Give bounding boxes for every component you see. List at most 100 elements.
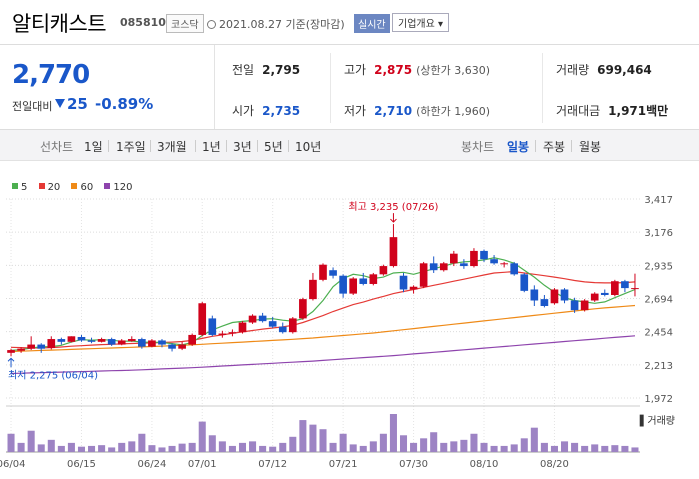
realtime-button[interactable]: 실시간 bbox=[354, 14, 390, 33]
candle-body bbox=[429, 263, 438, 271]
volume-label: ▌거래량 bbox=[639, 414, 675, 427]
high-label: 고가 bbox=[344, 63, 367, 77]
legend-ma120: 120 bbox=[104, 182, 133, 193]
open-value: 2,735 bbox=[262, 104, 301, 118]
volume-bar bbox=[410, 442, 418, 452]
amount-unit: 백만 bbox=[646, 104, 669, 118]
candle-body bbox=[359, 278, 368, 284]
clock-icon bbox=[207, 20, 216, 29]
candle-body bbox=[47, 339, 56, 349]
candle-body bbox=[117, 340, 126, 345]
volume-bar bbox=[7, 433, 15, 452]
volume-bar bbox=[88, 445, 96, 452]
candle-body bbox=[339, 275, 347, 294]
legend-ma20: 20 bbox=[38, 182, 60, 193]
y-tick-label: 1,972 bbox=[644, 394, 673, 405]
volume-bar bbox=[198, 421, 206, 452]
volume-bar bbox=[621, 445, 629, 452]
volume-bar bbox=[178, 443, 186, 452]
tab-1y[interactable]: 1년 bbox=[202, 140, 221, 154]
tab-10y[interactable]: 10년 bbox=[295, 140, 322, 154]
candle-body bbox=[510, 263, 519, 275]
volume-bar bbox=[259, 445, 267, 452]
volume-bar bbox=[349, 444, 357, 452]
tab-divider bbox=[535, 140, 536, 152]
volume-bar bbox=[158, 447, 166, 452]
tab-divider bbox=[288, 140, 289, 152]
ma120-line bbox=[10, 335, 636, 375]
max-arrow-icon bbox=[390, 213, 397, 223]
candle-body bbox=[198, 303, 207, 335]
candle-body bbox=[611, 281, 619, 295]
candle-body bbox=[470, 250, 478, 267]
volume: 거래량 699,464 bbox=[556, 61, 652, 78]
candle-body bbox=[27, 344, 35, 349]
line-chart-label: 선차트 bbox=[40, 140, 74, 154]
candlestick-chart[interactable]: 3,417 3,176 2,935 2,694 2,454 2,213 1,972 06/04… bbox=[0, 190, 699, 479]
candle-body bbox=[460, 263, 468, 267]
down-arrow-icon bbox=[55, 99, 65, 108]
candle-body bbox=[248, 315, 257, 323]
volume-bar bbox=[108, 447, 116, 452]
candle-body bbox=[278, 326, 287, 333]
volume-bar bbox=[460, 439, 468, 452]
volume-bar bbox=[510, 444, 518, 452]
x-tick-label: 08/20 bbox=[540, 459, 569, 470]
open-label: 시가 bbox=[232, 104, 255, 118]
volume-bar bbox=[299, 420, 307, 452]
volume-bar bbox=[540, 442, 548, 452]
tab-1w[interactable]: 1주일 bbox=[116, 140, 146, 154]
y-tick-label: 2,213 bbox=[644, 361, 673, 372]
tab-1d[interactable]: 1일 bbox=[84, 140, 103, 154]
volume-bar bbox=[369, 441, 377, 452]
lower-limit: (하한가 1,960) bbox=[416, 105, 490, 118]
candle-body bbox=[409, 286, 418, 290]
tab-divider bbox=[195, 140, 196, 152]
x-tick-label: 07/12 bbox=[258, 459, 287, 470]
stock-header: 알티캐스트 085810 코스닥 2021.08.27 기준(장마감) 실시간 … bbox=[0, 0, 699, 44]
tab-3y[interactable]: 3년 bbox=[233, 140, 252, 154]
tab-5y[interactable]: 5년 bbox=[264, 140, 283, 154]
volume-bar bbox=[611, 445, 619, 452]
candle-body bbox=[238, 322, 247, 333]
min-price-label: 최저 2,275 (06/04) bbox=[8, 369, 98, 381]
tab-monthly[interactable]: 월봉 bbox=[579, 140, 602, 154]
date-label: 2021.08.27 기준(장마감) bbox=[219, 18, 345, 31]
candle-body bbox=[550, 289, 559, 304]
candle-body bbox=[450, 253, 458, 264]
candle-body bbox=[580, 300, 589, 311]
upper-limit: (상한가 3,630) bbox=[416, 64, 490, 77]
x-tick-label: 07/01 bbox=[188, 459, 217, 470]
candle-body bbox=[399, 275, 408, 290]
x-tick-label: 06/04 bbox=[0, 459, 25, 470]
candle-body bbox=[500, 263, 508, 265]
candle-body bbox=[87, 340, 96, 342]
candle-body bbox=[107, 339, 116, 345]
y-tick-label: 2,694 bbox=[644, 295, 673, 306]
price-summary: 2,770 전일대비 25 -0.89% 전일 2,795 고가 2,875 (상한가… bbox=[0, 44, 699, 130]
company-info-dropdown[interactable]: 기업개요 ▾ bbox=[392, 13, 449, 32]
volume-bar bbox=[561, 441, 569, 452]
candle-body bbox=[389, 237, 398, 267]
volume-bar bbox=[319, 429, 327, 452]
volume-bar bbox=[490, 445, 498, 452]
volume-bar bbox=[188, 442, 196, 452]
volume-bar bbox=[77, 446, 85, 452]
tab-daily[interactable]: 일봉 bbox=[507, 140, 530, 154]
candle-body bbox=[530, 289, 539, 301]
x-tick-label: 06/15 bbox=[67, 459, 96, 470]
volume-bar bbox=[530, 427, 538, 452]
open-price: 시가 2,735 bbox=[232, 102, 300, 119]
tab-divider bbox=[571, 140, 572, 152]
stock-name: 알티캐스트 bbox=[12, 12, 107, 36]
tab-weekly[interactable]: 주봉 bbox=[543, 140, 566, 154]
volume-value: 699,464 bbox=[597, 63, 652, 77]
candle-body bbox=[168, 344, 176, 349]
tab-3m[interactable]: 3개월 bbox=[157, 140, 187, 154]
y-tick-label: 3,176 bbox=[644, 228, 673, 239]
y-tick-label: 2,454 bbox=[644, 328, 673, 339]
change-label: 전일대비 bbox=[12, 100, 53, 113]
candle-body bbox=[540, 299, 549, 307]
volume-bar bbox=[329, 442, 337, 452]
volume-bar bbox=[309, 424, 317, 452]
